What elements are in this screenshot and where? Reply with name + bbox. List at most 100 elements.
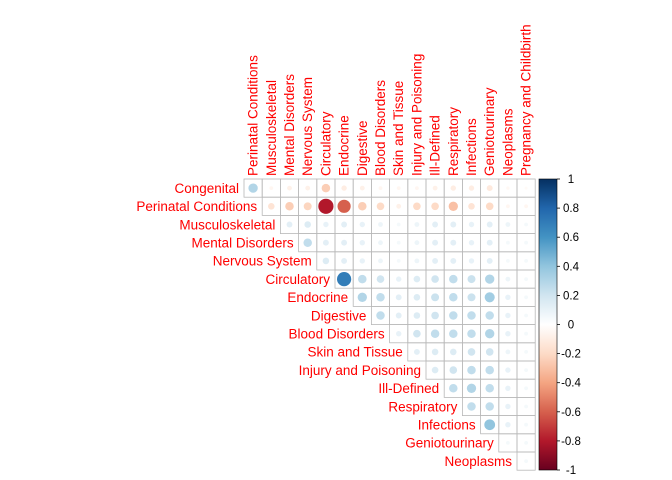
column-label: Circulatory [318,111,333,176]
correlation-point [396,276,402,282]
colorbar-tick-label: -1 [566,465,576,477]
colorbar-tick-label: 0 [568,320,574,332]
row-label: Skin and Tissue [307,345,402,360]
correlation-point [505,403,511,410]
correlation-point [378,222,383,227]
row-label: Blood Disorders [289,327,385,342]
correlation-point [485,202,494,211]
correlation-point [248,183,258,193]
correlation-point [485,329,495,339]
row-labels: Congenital Perinatal Conditions Musculoske… [136,181,512,469]
row-label: Neoplasms [444,454,512,469]
row-label: Respiratory [388,399,457,414]
correlation-point [413,275,421,283]
correlation-point [505,258,510,263]
row-label: Circulatory [265,272,330,287]
correlation-point [378,240,383,246]
correlation-point [432,221,439,228]
correlation-point [413,294,421,301]
correlation-point [485,274,495,284]
correlation-point [431,293,440,302]
correlation-point [359,240,365,246]
correlation-point [430,329,440,338]
correlation-point [506,186,510,190]
correlation-point [413,202,421,211]
correlation-point [287,185,292,191]
correlation-point [467,365,476,375]
correlation-point [467,275,476,284]
correlation-point [505,422,511,428]
correlation-circles [248,183,529,464]
correlation-point [524,368,529,373]
correlation-point [359,185,365,191]
correlation-point [524,240,529,245]
correlation-point [505,276,511,282]
correlation-point [336,271,352,287]
correlation-point [468,185,475,191]
correlation-point [396,186,401,191]
colorbar-tick-label: -0.2 [561,349,581,361]
correlation-point [431,202,439,211]
correlation-point [468,240,475,246]
correlation-point [505,222,511,227]
correlation-point [486,257,493,264]
correlation-point [396,258,401,263]
correlation-point [358,202,367,211]
colorbar-gradient [538,178,558,471]
correlation-point [378,258,383,264]
correlation-point [341,185,347,191]
colorbar-tick-label: -0.8 [561,436,581,448]
row-label: Mental Disorders [192,236,294,251]
correlation-point [432,185,438,191]
correlation-point [485,402,494,411]
correlation-point [395,312,402,319]
correlation-point [466,383,477,393]
correlation-point [505,385,511,391]
correlation-point [467,329,476,338]
correlation-point [486,185,493,192]
correlation-point [484,292,495,303]
correlation-point [524,386,529,391]
column-label: Infections [464,118,479,176]
correlation-point [450,239,457,246]
correlation-point [448,201,458,211]
correlation-point [449,366,458,374]
correlation-point [524,440,529,445]
correlation-point [449,274,458,284]
correlation-point [485,311,494,320]
correlation-point [358,274,367,284]
correlation-point [376,275,385,283]
colorbar-tick-label: -0.6 [561,407,581,419]
correlation-point [357,292,367,302]
correlation-point [449,293,458,302]
colorbar-tick-label: 0.2 [563,290,579,302]
correlation-point [468,258,475,264]
colorbar-tick-label: 0.8 [563,203,579,215]
correlation-point [505,331,511,337]
correlation-point [450,185,456,191]
correlation-point [524,331,529,336]
row-label: Geniotourinary [405,436,494,451]
correlation-point [486,221,493,228]
correlation-point [337,199,351,213]
column-label: Injury and Poisoning [409,54,424,176]
correlation-point [269,186,274,191]
correlation-point [413,312,421,319]
row-label: Congenital [174,181,239,196]
correlation-point [505,240,510,245]
correlation-point [322,257,330,265]
column-label: Musculoskeletal [264,80,279,176]
column-label: Pregnancy and Childbirth [519,24,534,176]
correlation-point [450,221,457,228]
correlation-point [321,183,331,193]
correlation-point [396,203,402,209]
correlation-point [432,257,439,264]
correlation-point [524,186,528,190]
correlation-point [450,348,457,356]
correlation-point [431,348,439,356]
correlation-point [467,311,476,320]
column-label: Geniotourinary [482,87,497,176]
colorbar-tick-label: 0.4 [563,261,580,273]
correlation-point [378,186,383,191]
